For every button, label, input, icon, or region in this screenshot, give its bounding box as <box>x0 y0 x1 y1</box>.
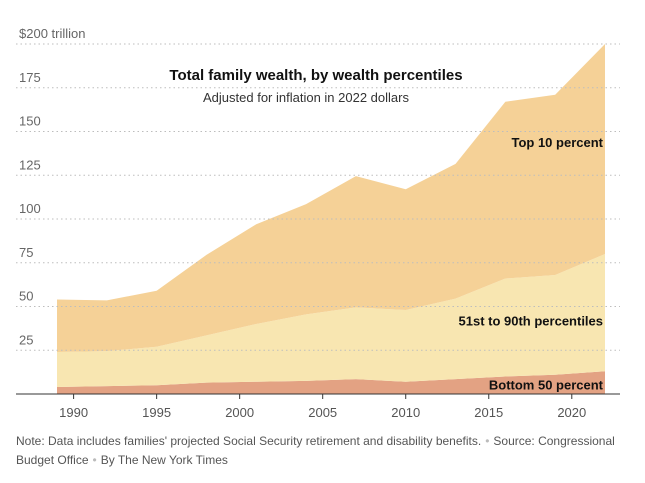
separator-dot: • <box>92 453 97 467</box>
chart-note: Note: Data includes families' projected … <box>16 432 636 470</box>
y-tick-label: 125 <box>19 157 41 172</box>
area-bottom-50-percent <box>57 371 605 394</box>
area-51st-to-90th-percentiles <box>57 254 605 387</box>
x-axis: 1990 1995 2000 2005 2010 2015 2020 <box>16 393 620 420</box>
series-label-bottom-50-percent: Bottom 50 percent <box>489 378 604 393</box>
area-top-10-percent <box>57 44 605 352</box>
x-tick-label: 2020 <box>557 405 586 420</box>
source-text: Source: Congressional Budget Office <box>16 434 615 467</box>
byline-text: By The New York Times <box>100 453 228 467</box>
series-label-top-10-percent: Top 10 percent <box>511 135 603 150</box>
chart-title: Total family wealth, by wealth percentil… <box>169 67 462 84</box>
separator-dot: • <box>485 434 490 448</box>
y-tick-label: 25 <box>19 332 33 347</box>
y-tick-label: 75 <box>19 245 33 260</box>
x-tick-label: 2000 <box>225 405 254 420</box>
x-tick-label: 1990 <box>59 405 88 420</box>
x-tick-label: 2010 <box>391 405 420 420</box>
x-tick-label: 2015 <box>474 405 503 420</box>
stacked-area-chart: 25 50 75 100 125 150 175 $200 trillion 1990 1995… <box>16 26 620 420</box>
y-tick-label: $200 trillion <box>19 26 86 41</box>
x-tick-label: 1995 <box>142 405 171 420</box>
note-text: Note: Data includes families' projected … <box>16 434 482 448</box>
y-tick-label: 50 <box>19 289 33 304</box>
y-tick-label: 100 <box>19 201 41 216</box>
series-labels: Bottom 50 percent 51st to 90th percentile… <box>459 135 604 393</box>
gridlines <box>16 43 620 351</box>
x-tick-label: 2005 <box>308 405 337 420</box>
y-axis-ticks: 25 50 75 100 125 150 175 $200 trillion <box>19 26 86 347</box>
series-areas <box>57 44 605 394</box>
series-label-51st-to-90th-percentiles: 51st to 90th percentiles <box>459 314 604 329</box>
y-tick-label: 175 <box>19 70 41 85</box>
y-tick-label: 150 <box>19 114 41 129</box>
chart-subtitle: Adjusted for inflation in 2022 dollars <box>203 90 409 105</box>
